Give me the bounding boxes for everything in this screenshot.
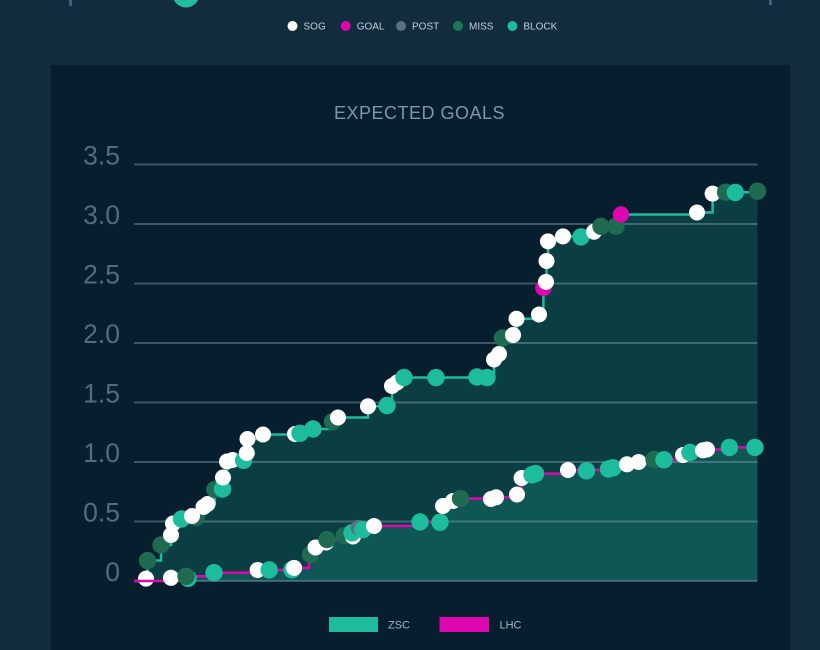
- svg-text:1.5: 1.5: [83, 379, 120, 409]
- svg-text:0: 0: [105, 557, 120, 587]
- svg-text:ZSC: ZSC: [388, 620, 410, 632]
- svg-text:3.5: 3.5: [83, 141, 120, 171]
- svg-text:POST: POST: [412, 22, 439, 33]
- svg-text:MISS: MISS: [469, 22, 494, 33]
- svg-text:1.0: 1.0: [83, 438, 120, 468]
- svg-text:EXPECTED GOALS: EXPECTED GOALS: [334, 103, 505, 123]
- svg-text:GOAL: GOAL: [357, 22, 385, 33]
- svg-text:2.0: 2.0: [83, 319, 120, 349]
- svg-text:2.5: 2.5: [83, 260, 120, 290]
- svg-text:SOG: SOG: [304, 22, 326, 33]
- svg-text:BLOCK: BLOCK: [523, 22, 557, 33]
- svg-text:3.0: 3.0: [83, 200, 120, 230]
- svg-text:LHC: LHC: [500, 620, 522, 632]
- svg-text:0.5: 0.5: [83, 498, 120, 528]
